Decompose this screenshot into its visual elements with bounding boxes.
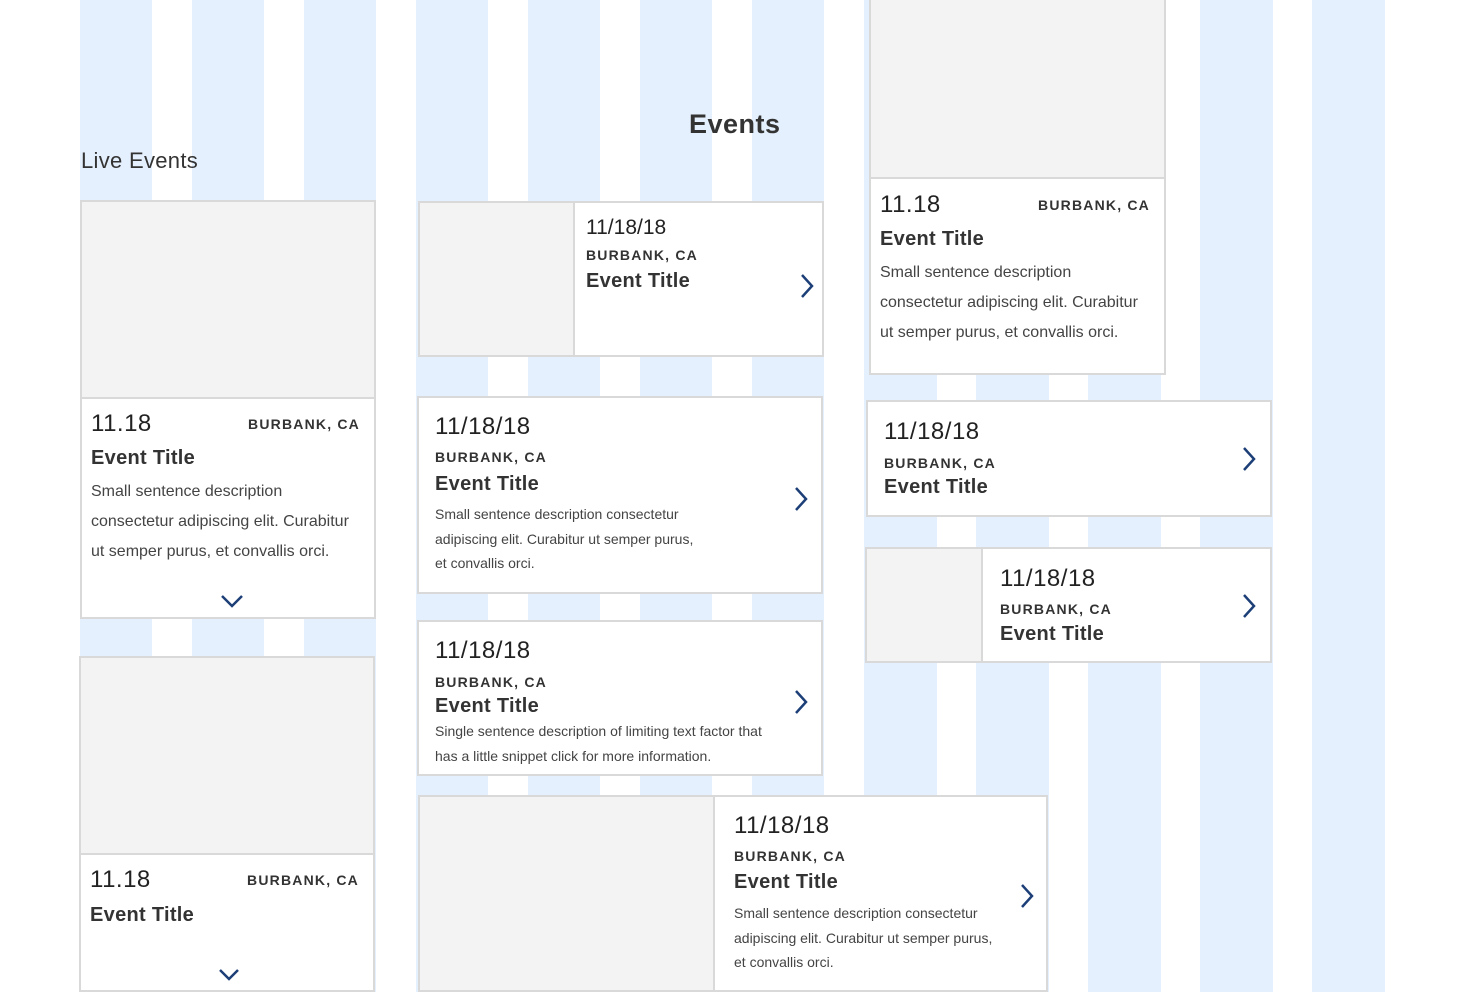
event-date: 11/18/18 xyxy=(734,812,830,839)
event-description: Small sentence description consectetur a… xyxy=(734,905,993,970)
chevron-right-icon[interactable] xyxy=(1021,884,1034,908)
event-date: 11.18 xyxy=(90,866,151,893)
event-description: Small sentence description consectetur a… xyxy=(435,506,694,571)
live-event-card[interactable]: 11.18 BURBANK, CA Event Title Small sent… xyxy=(80,200,376,619)
event-location: BURBANK, CA xyxy=(734,848,846,864)
event-image-placeholder xyxy=(871,0,1164,179)
event-title: Event Title xyxy=(435,473,540,495)
event-location: BURBANK, CA xyxy=(247,872,359,888)
event-title: Event Title xyxy=(1000,623,1105,645)
event-image-placeholder xyxy=(82,202,374,399)
event-image-placeholder xyxy=(420,797,715,990)
chevron-right-icon[interactable] xyxy=(795,487,808,511)
event-date: 11.18 xyxy=(880,191,941,218)
chevron-right-icon[interactable] xyxy=(801,274,814,298)
event-title: Event Title xyxy=(880,228,985,250)
event-image-placeholder xyxy=(420,203,575,355)
event-feature-card[interactable]: 11.18 BURBANK, CA Event Title Small sent… xyxy=(869,0,1166,375)
chevron-down-icon[interactable] xyxy=(219,969,239,981)
event-title: Event Title xyxy=(734,871,839,893)
event-location: BURBANK, CA xyxy=(1000,601,1112,617)
chevron-down-icon[interactable] xyxy=(221,595,243,608)
event-location: BURBANK, CA xyxy=(1038,197,1150,213)
event-compact-card[interactable]: 11/18/18 BURBANK, CA Event Title xyxy=(866,400,1272,517)
event-description: Small sentence description consectetur a… xyxy=(91,483,349,560)
grid-column xyxy=(1312,0,1385,992)
event-title: Event Title xyxy=(435,695,540,717)
event-thumbnail-card[interactable]: 11/18/18 BURBANK, CA Event Title xyxy=(865,547,1272,663)
event-date: 11/18/18 xyxy=(586,216,667,239)
event-date: 11.18 xyxy=(91,410,152,437)
live-event-card[interactable]: 11.18 BURBANK, CA Event Title xyxy=(79,656,375,992)
event-description: Single sentence description of limiting … xyxy=(435,723,762,764)
event-location: BURBANK, CA xyxy=(435,674,547,690)
event-description: Small sentence description consectetur a… xyxy=(880,264,1138,341)
event-list-card[interactable]: 11/18/18 BURBANK, CA Event Title xyxy=(418,201,824,357)
event-location: BURBANK, CA xyxy=(884,455,996,471)
event-location: BURBANK, CA xyxy=(586,247,698,263)
event-list-card[interactable]: 11/18/18 BURBANK, CA Event Title Small s… xyxy=(417,396,823,594)
event-title: Event Title xyxy=(586,270,691,292)
event-date: 11/18/18 xyxy=(884,418,980,445)
event-date: 11/18/18 xyxy=(435,413,531,440)
event-date: 11/18/18 xyxy=(1000,565,1096,592)
events-heading: Events xyxy=(689,109,781,139)
chevron-right-icon[interactable] xyxy=(1243,594,1256,618)
chevron-right-icon[interactable] xyxy=(795,690,808,714)
live-events-heading: Live Events xyxy=(81,148,199,173)
event-title: Event Title xyxy=(884,476,989,498)
event-wide-card[interactable]: 11/18/18 BURBANK, CA Event Title Small s… xyxy=(418,795,1048,992)
event-image-placeholder xyxy=(867,549,983,661)
event-image-placeholder xyxy=(81,658,373,855)
event-location: BURBANK, CA xyxy=(435,449,547,465)
chevron-right-icon[interactable] xyxy=(1243,447,1256,471)
event-list-card[interactable]: 11/18/18 BURBANK, CA Event Title Single … xyxy=(417,620,823,776)
event-title: Event Title xyxy=(91,447,196,469)
event-location: BURBANK, CA xyxy=(248,416,360,432)
event-title: Event Title xyxy=(90,904,195,926)
event-date: 11/18/18 xyxy=(435,637,531,664)
